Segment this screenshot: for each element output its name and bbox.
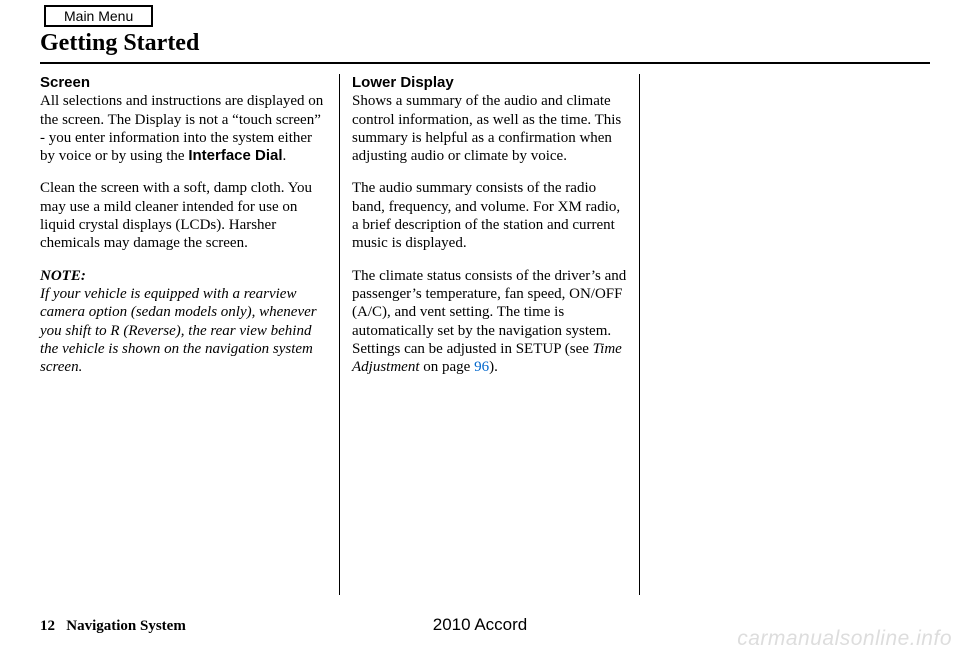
interface-dial-label: Interface Dial bbox=[188, 147, 282, 164]
ld-p3e: ). bbox=[489, 359, 498, 375]
note-block: NOTE: If your vehicle is equipped with a… bbox=[40, 267, 327, 377]
screen-section: Screen All selections and instructions a… bbox=[40, 74, 327, 165]
screen-p2: Clean the screen with a soft, damp cloth… bbox=[40, 179, 327, 252]
column-2: Lower Display Shows a summary of the aud… bbox=[340, 74, 640, 595]
watermark: carmanualsonline.info bbox=[737, 627, 952, 651]
screen-p1c: . bbox=[283, 148, 287, 164]
title-divider bbox=[40, 62, 930, 64]
footer-model: 2010 Accord bbox=[433, 615, 528, 635]
column-1: Screen All selections and instructions a… bbox=[40, 74, 340, 595]
page-ref-link[interactable]: 96 bbox=[474, 359, 489, 375]
page-title: Getting Started bbox=[40, 30, 199, 57]
footer-left: 12 Navigation System bbox=[40, 618, 186, 635]
main-menu-button[interactable]: Main Menu bbox=[44, 5, 153, 27]
note-body: If your vehicle is equipped with a rearv… bbox=[40, 285, 327, 376]
lower-display-p1: Shows a summary of the audio and climate… bbox=[352, 93, 621, 164]
lower-display-p3: The climate status consists of the drive… bbox=[352, 267, 627, 377]
page-number: 12 bbox=[40, 618, 55, 634]
ld-p3c: on page bbox=[420, 359, 475, 375]
ld-p3a: The climate status consists of the drive… bbox=[352, 268, 626, 357]
lower-display-heading: Lower Display bbox=[352, 74, 454, 91]
lower-display-section: Lower Display Shows a summary of the aud… bbox=[352, 74, 627, 165]
note-label: NOTE: bbox=[40, 267, 327, 285]
content-area: Screen All selections and instructions a… bbox=[40, 74, 930, 595]
screen-heading: Screen bbox=[40, 74, 90, 91]
footer-section: Navigation System bbox=[66, 618, 186, 634]
lower-display-p2: The audio summary consists of the radio … bbox=[352, 179, 627, 252]
